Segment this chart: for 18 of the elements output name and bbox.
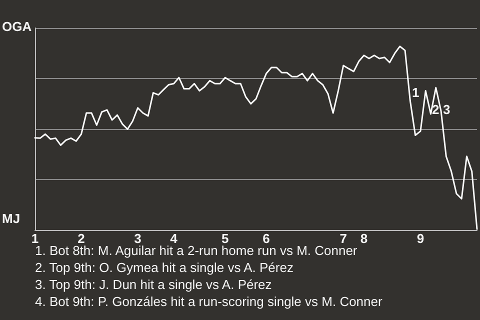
x-tick-label: 7 [340,231,347,246]
x-tick-label: 3 [134,231,142,246]
text: 3. Top 9th: J. Dun hit a single vs A. Pérez [35,277,272,292]
x-tick-label: 9 [416,231,424,246]
text: 2. Top 9th: O. Gymea hit a single vs A. Pérez [35,260,294,275]
text: 4. Bot 9th: P. Gonzáles hit a run-scoring single vs M. Conner [35,294,383,309]
x-tick-label: 2 [78,231,85,246]
annotation: 3 [443,102,450,117]
text: MJ [2,211,20,226]
text: OGA [2,19,32,34]
annotation: 2 [432,102,440,117]
x-tick-label: 1 [31,231,39,246]
text: 1. Bot 8th: M. Aguilar hit a 2-run home run vs M. Conner [35,243,358,258]
x-tick-label: 4 [170,231,178,246]
x-tick-label: 8 [360,231,368,246]
x-tick-label: 5 [222,231,229,246]
annotation: 1 [412,85,420,100]
x-tick-label: 6 [262,231,270,246]
